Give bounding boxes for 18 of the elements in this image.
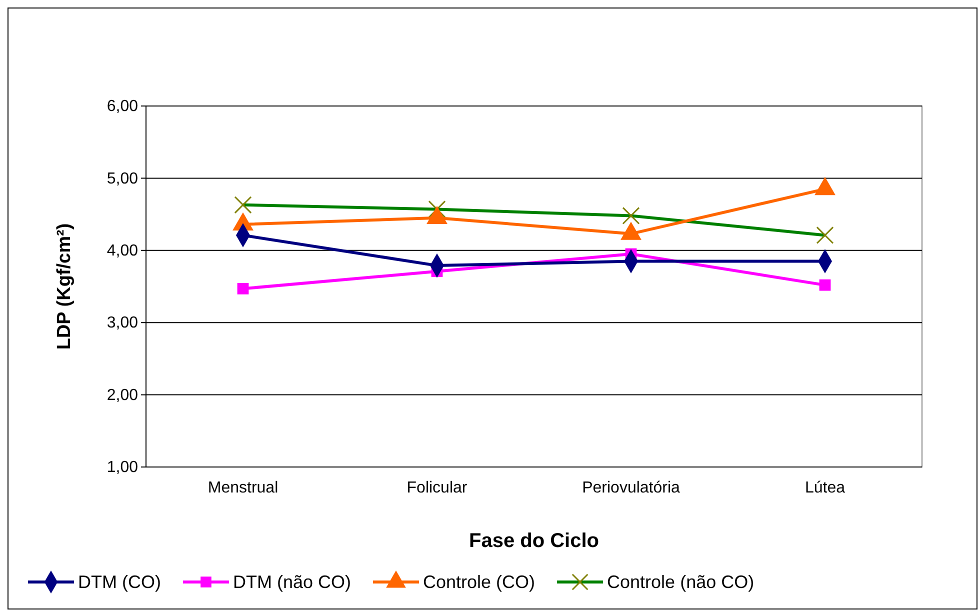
y-tick-label: 6,00 xyxy=(106,98,138,116)
point xyxy=(237,282,249,294)
y-tick-label: 2,00 xyxy=(106,386,138,404)
y-axis-title: LDP (Kgf/cm²) xyxy=(54,223,75,350)
x-tick-label: Periovulatória xyxy=(582,479,680,496)
y-tick-label: 4,00 xyxy=(106,242,138,260)
x-tick-label: Lútea xyxy=(804,479,846,496)
legend-label: DTM (CO) xyxy=(78,572,161,592)
legend-label: Controle (CO) xyxy=(423,572,536,592)
y-tick-label: 5,00 xyxy=(106,170,138,188)
y-tick-label: 3,00 xyxy=(106,314,138,332)
legend-label: DTM (não CO) xyxy=(232,572,351,592)
point xyxy=(819,279,831,291)
y-tick-label: 1,00 xyxy=(106,459,138,476)
legend-label: Controle (não CO) xyxy=(607,572,754,592)
x-tick-label: Folicular xyxy=(406,479,468,496)
x-axis-title: Fase do Ciclo xyxy=(468,530,600,552)
x-tick-label: Menstrual xyxy=(208,479,278,496)
